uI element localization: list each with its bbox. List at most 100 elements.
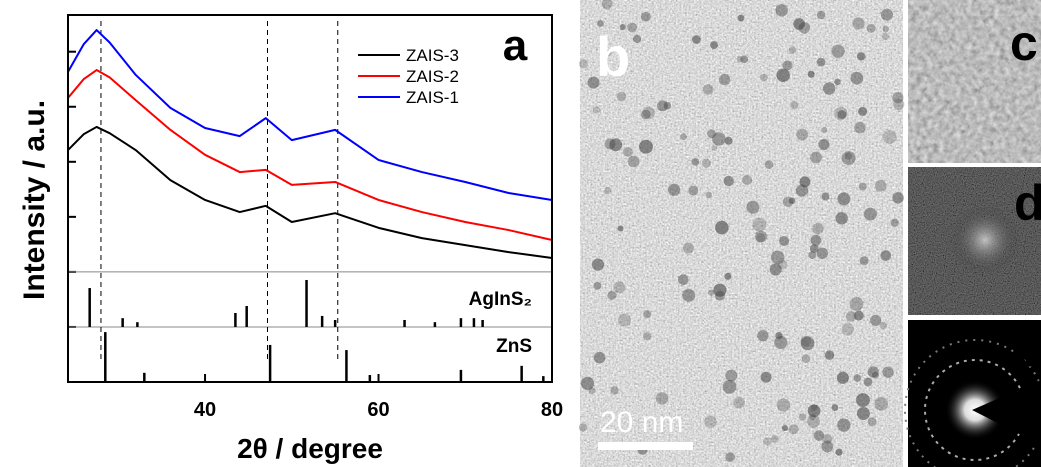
- nanoparticle: [613, 281, 626, 294]
- nanoparticle: [592, 106, 601, 114]
- nanoparticle: [712, 132, 726, 146]
- nanoparticle: [591, 258, 605, 271]
- nanoparticle: [837, 418, 851, 432]
- nanoparticle: [793, 18, 805, 30]
- legend-label: ZAIS-2: [406, 67, 459, 86]
- nanoparticle: [856, 407, 870, 421]
- nanoparticle: [643, 332, 652, 341]
- nanoparticle: [763, 437, 772, 446]
- nanoparticle: [607, 290, 617, 300]
- nanoparticle: [800, 335, 812, 347]
- x-axis-title: 2θ / degree: [237, 433, 383, 464]
- panel-label: a: [503, 21, 528, 70]
- nanoparticle: [704, 415, 717, 428]
- nanoparticle: [692, 35, 701, 44]
- nanoparticle: [892, 92, 904, 104]
- nanoparticle: [756, 232, 766, 243]
- nanoparticle: [754, 230, 768, 243]
- nanoparticle: [776, 398, 791, 412]
- nanoparticle: [587, 76, 600, 89]
- nanoparticle: [691, 158, 700, 166]
- nanoparticle: [627, 155, 640, 168]
- nanoparticle: [627, 22, 637, 33]
- nanoparticle: [813, 430, 825, 441]
- nanoparticle: [702, 84, 714, 95]
- nanoparticle: [856, 52, 866, 61]
- nanoparticle: [711, 144, 718, 151]
- nanoparticle: [788, 46, 797, 54]
- nanoparticle: [610, 386, 619, 395]
- nanoparticle: [855, 393, 870, 408]
- nanoparticle: [874, 397, 889, 411]
- nanoparticle: [782, 196, 794, 207]
- nanoparticle: [725, 452, 735, 462]
- nanoparticle: [798, 413, 807, 421]
- nanoparticle: [844, 152, 852, 160]
- nanoparticle: [605, 49, 612, 57]
- nanoparticle: [816, 247, 829, 259]
- nanoparticle: [740, 55, 749, 64]
- nanoparticle: [701, 158, 711, 168]
- nanoparticle: [880, 8, 894, 21]
- nanoparticle: [707, 129, 717, 139]
- nanoparticle: [779, 235, 790, 247]
- nanoparticle: [831, 44, 845, 58]
- nanoparticle: [737, 14, 745, 22]
- nanoparticle: [882, 129, 897, 144]
- nanoparticle: [858, 182, 867, 191]
- nanoparticle: [882, 25, 889, 33]
- nanoparticle: [812, 222, 824, 235]
- nanoparticle: [818, 139, 830, 151]
- nanoparticle: [871, 371, 879, 379]
- x-tick-label: 80: [541, 399, 563, 421]
- nanoparticle: [708, 289, 715, 296]
- data-line: [67, 29, 553, 201]
- nanoparticle: [657, 100, 669, 112]
- nanoparticle: [863, 207, 877, 221]
- nanoparticle: [809, 244, 819, 253]
- nanoparticle: [680, 133, 687, 140]
- nanoparticle: [593, 351, 606, 364]
- nanoparticle: [774, 335, 788, 349]
- nanoparticle: [807, 404, 821, 418]
- nanoparticle: [593, 281, 602, 290]
- nanoparticle: [757, 330, 769, 342]
- nanoparticle: [760, 73, 768, 82]
- nanoparticle: [715, 220, 729, 235]
- nanoparticle: [736, 55, 744, 63]
- reference-label: AgInS₂: [469, 289, 532, 310]
- nanoparticle: [821, 440, 834, 453]
- nanoparticle: [771, 435, 779, 443]
- nanoparticle: [713, 283, 727, 297]
- nanoparticle: [790, 101, 799, 110]
- nanoparticle: [824, 350, 835, 360]
- nanoparticle: [775, 332, 783, 340]
- nanoparticle: [597, 20, 604, 27]
- nanoparticle: [578, 423, 588, 432]
- nanoparticle: [893, 98, 905, 110]
- nanoparticle: [807, 70, 815, 78]
- x-tick-label: 40: [194, 399, 216, 421]
- nanoparticle: [640, 11, 651, 22]
- nanoparticle: [822, 434, 833, 444]
- nanoparticle: [822, 82, 836, 95]
- nanoparticle: [867, 366, 879, 378]
- nanoparticle: [834, 78, 841, 86]
- nanoparticle: [816, 57, 826, 67]
- nanoparticle: [850, 71, 864, 85]
- nanoparticle: [770, 250, 785, 265]
- nanoparticle: [609, 138, 623, 152]
- legend-label: ZAIS-3: [406, 46, 459, 65]
- nanoparticle: [724, 272, 732, 280]
- panel-label: d: [1014, 175, 1041, 231]
- panel-label: c: [1010, 15, 1038, 71]
- nanoparticle: [841, 151, 856, 166]
- nanoparticle: [841, 323, 854, 336]
- nanoparticle: [746, 200, 760, 214]
- nanoparticle: [788, 424, 799, 435]
- nanoparticle: [835, 212, 848, 225]
- nanoparticle: [616, 91, 627, 102]
- nanoparticle: [853, 374, 862, 382]
- nanoparticle: [821, 126, 828, 134]
